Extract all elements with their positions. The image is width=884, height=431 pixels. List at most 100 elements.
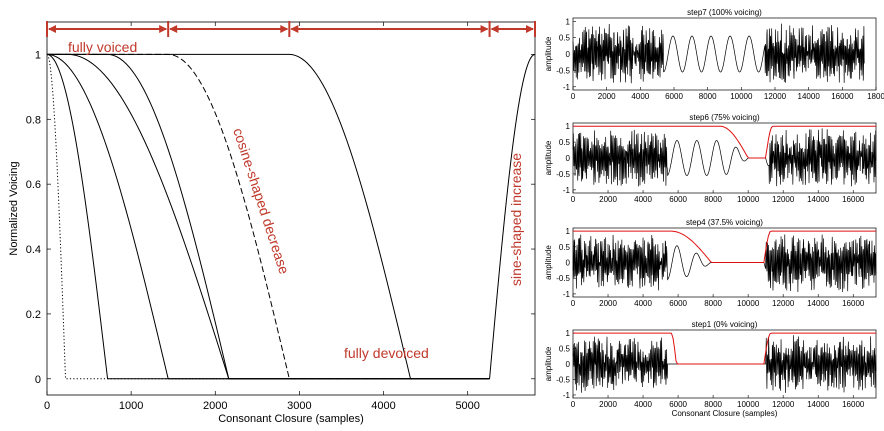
panel-xtick-label: 14000 [798, 92, 821, 101]
y-axis-label: Normalized Voicing [8, 161, 20, 255]
annotation-cosine-decrease: cosine-shaped decrease [230, 126, 292, 276]
voicing-curve-1 [46, 53, 490, 380]
panel-title-0: step7 (100% voicing) [687, 8, 762, 17]
panel-ytick-label: 1 [566, 227, 571, 236]
annotation-fully-voiced: fully voiced [68, 39, 137, 55]
panel-waveform-2 [572, 234, 877, 293]
panel-ytick-label: -1 [563, 83, 571, 92]
panel-envelope-2 [573, 230, 876, 264]
panel-waveform-0 [572, 23, 865, 84]
panel-xtick-label: 16000 [831, 92, 854, 101]
panel-ylabel-2: amplitude [544, 245, 553, 280]
panel-xtick-label: 6000 [669, 195, 687, 204]
x-tick-label: 5000 [455, 400, 479, 412]
x-tick-label: 0 [44, 400, 50, 412]
region-arrow-head-left [48, 25, 56, 33]
panel-ytick-label: 0.5 [559, 345, 571, 354]
panel-xtick-label: 4000 [631, 92, 649, 101]
panel-ytick-label: 1 [566, 329, 571, 338]
region-arrow-head-right [526, 25, 534, 33]
voicing-curve-2 [46, 53, 490, 380]
panel-xtick-label: 8000 [699, 92, 717, 101]
panel-xtick-label: 2000 [599, 299, 617, 308]
panel-ytick-label: -0.5 [556, 170, 570, 179]
x-axis-label: Consonant Closure (samples) [218, 413, 364, 425]
x-tick-label: 3000 [287, 400, 311, 412]
panel-xtick-label: 0 [571, 92, 576, 101]
y-tick-label: 0.6 [26, 179, 41, 191]
y-tick-label: 1 [35, 49, 41, 61]
panel-title-1: step6 (75% voicing) [689, 113, 760, 122]
panel-xtick-label: 0 [571, 195, 576, 204]
x-tick-label: 2000 [203, 400, 227, 412]
panel-xtick-label: 4000 [634, 400, 652, 409]
panel-xtick-label: 12000 [764, 92, 787, 101]
region-arrow-head-left [490, 25, 499, 33]
panel-xtick-label: 16000 [842, 195, 865, 204]
region-arrow-head-left [169, 25, 178, 33]
panel-title-2: step4 (37.5% voicing) [686, 218, 763, 227]
panel-xtick-label: 14000 [807, 299, 830, 308]
panel-xtick-label: 4000 [634, 299, 652, 308]
panel-xtick-label: 8000 [704, 400, 722, 409]
panel-ytick-label: -1 [563, 391, 571, 400]
panel-xtick-label: 12000 [772, 195, 795, 204]
panel-ytick-label: 0.5 [559, 243, 571, 252]
region-arrow-head-right [159, 25, 168, 33]
panel-ytick-label: -0.5 [556, 274, 570, 283]
region-arrow-head-right [280, 25, 289, 33]
panel-ylabel-0: amplitude [544, 36, 553, 71]
panel-ytick-label: -1 [563, 290, 571, 299]
panel-xtick-label: 2000 [599, 195, 617, 204]
panel-xtick-label: 6000 [669, 400, 687, 409]
region-arrow-head-right [480, 25, 489, 33]
panel-xtick-label: 6000 [665, 92, 683, 101]
panel-ylabel-3: amplitude [544, 346, 553, 381]
panel-title-3: step1 (0% voicing) [692, 320, 758, 329]
panel-xtick-label: 4000 [634, 195, 652, 204]
panel-xtick-label: 12000 [772, 400, 795, 409]
voicing-rise-curve [489, 53, 536, 379]
annotation-fully-devoiced: fully devoiced [344, 345, 429, 361]
voicing-curve-6 [47, 53, 490, 380]
main-plot-frame [46, 21, 536, 396]
panel-ytick-label: 1 [566, 17, 571, 26]
panel-xtick-label: 10000 [737, 299, 760, 308]
panel-ytick-label: 1 [566, 122, 571, 131]
panel-xtick-label: 0 [571, 400, 576, 409]
panel-xtick-label: 16000 [842, 400, 865, 409]
panel-xtick-label: 10000 [737, 400, 760, 409]
panel-xtick-label: 14000 [807, 195, 830, 204]
panel-xtick-label: 12000 [772, 299, 795, 308]
panel-ytick-label: 0 [566, 360, 571, 369]
panel-xtick-label: 8000 [704, 195, 722, 204]
panel-xtick-label: 10000 [737, 195, 760, 204]
voicing-curve-3 [46, 53, 490, 380]
panel-envelope-1 [573, 125, 876, 159]
panel-xtick-label: 2000 [599, 400, 617, 409]
panel-xtick-label: 1800 [867, 92, 884, 101]
panel-xtick-label: 8000 [704, 299, 722, 308]
panel-xtick-label: 16000 [842, 299, 865, 308]
panel-ytick-label: 0 [566, 50, 571, 59]
y-tick-label: 0.8 [26, 114, 41, 126]
region-arrow-head-left [290, 25, 299, 33]
y-tick-label: 0 [35, 374, 41, 386]
panel-ytick-label: 0.5 [559, 138, 571, 147]
x-tick-label: 1000 [119, 400, 143, 412]
panel-ytick-label: 0 [566, 154, 571, 163]
x-tick-label: 4000 [371, 400, 395, 412]
panel-envelope-3 [573, 332, 876, 365]
voicing-curve-5 [47, 53, 490, 380]
panel-ytick-label: 0.5 [559, 34, 571, 43]
y-tick-label: 0.2 [26, 309, 41, 321]
panel-xtick-label: 14000 [807, 400, 830, 409]
panel-xtick-label: 6000 [669, 299, 687, 308]
voicing-curve-4 [47, 53, 490, 380]
panel-xlabel-3: Consonant Closure (samples) [672, 409, 778, 418]
panel-ytick-label: -0.5 [556, 66, 570, 75]
panel-ytick-label: -0.5 [556, 375, 570, 384]
panel-xtick-label: 0 [571, 299, 576, 308]
panel-waveform-1 [572, 128, 877, 187]
